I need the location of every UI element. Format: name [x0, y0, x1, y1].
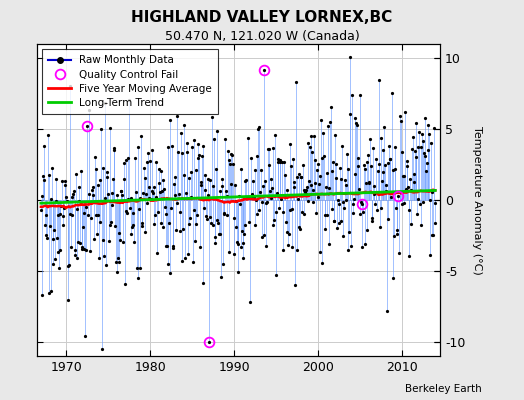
Y-axis label: Temperature Anomaly (°C): Temperature Anomaly (°C): [472, 126, 482, 274]
Text: HIGHLAND VALLEY LORNEX,BC: HIGHLAND VALLEY LORNEX,BC: [132, 10, 392, 25]
Text: 50.470 N, 121.020 W (Canada): 50.470 N, 121.020 W (Canada): [165, 30, 359, 43]
Text: Berkeley Earth: Berkeley Earth: [406, 384, 482, 394]
Legend: Raw Monthly Data, Quality Control Fail, Five Year Moving Average, Long-Term Tren: Raw Monthly Data, Quality Control Fail, …: [42, 49, 219, 114]
